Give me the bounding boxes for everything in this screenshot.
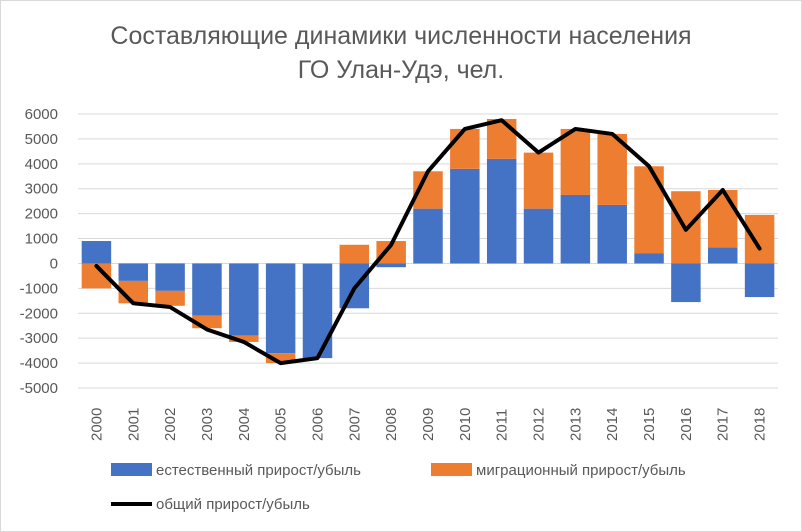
bar xyxy=(708,247,738,264)
y-tick-label: 1000 xyxy=(25,231,58,248)
bar xyxy=(744,214,775,264)
legend-label: естественный прирост/убыль xyxy=(156,462,361,479)
x-tick-label: 2015 xyxy=(641,408,658,441)
bar xyxy=(155,263,185,291)
y-tick-label: -4000 xyxy=(20,355,58,372)
x-tick-label: 2008 xyxy=(383,408,400,441)
x-tick-label: 2004 xyxy=(236,408,253,441)
x-tick-label: 2018 xyxy=(752,408,769,441)
bar xyxy=(376,263,406,268)
bar xyxy=(523,208,554,264)
bar xyxy=(302,263,333,359)
y-tick-label: 0 xyxy=(50,255,58,272)
y-tick-label: 4000 xyxy=(25,156,58,173)
y-tick-label: -2000 xyxy=(20,305,58,322)
bar xyxy=(634,166,664,254)
bar xyxy=(229,263,259,336)
bar xyxy=(597,204,627,264)
bar xyxy=(229,335,259,342)
bar xyxy=(744,263,775,298)
bar xyxy=(523,152,554,209)
bar xyxy=(376,241,406,264)
x-tick-label: 2000 xyxy=(88,408,105,441)
x-tick-label: 2001 xyxy=(125,408,142,441)
bar xyxy=(486,158,517,264)
x-tick-label: 2006 xyxy=(309,408,326,441)
bar xyxy=(118,263,148,281)
y-tick-label: -5000 xyxy=(20,380,58,397)
x-tick-label: 2011 xyxy=(494,409,511,441)
y-tick-label: 3000 xyxy=(25,181,58,198)
chart-title: Составляющие динамики численности населе… xyxy=(1,19,801,87)
x-tick-label: 2009 xyxy=(420,408,437,441)
bar xyxy=(413,208,443,264)
legend-label: миграционный прирост/убыль xyxy=(476,462,686,479)
y-tick-label: 6000 xyxy=(25,106,58,123)
y-tick-label: 5000 xyxy=(25,131,58,148)
y-tick-label: -3000 xyxy=(20,330,58,347)
x-tick-label: 2014 xyxy=(604,408,621,441)
x-tick-label: 2007 xyxy=(346,408,363,441)
bar xyxy=(597,133,627,205)
bar xyxy=(265,353,296,364)
legend-label: общий прирост/убыль xyxy=(156,496,310,513)
x-tick-label: 2010 xyxy=(457,408,474,441)
chart-title-line1: Составляющие динамики численности населе… xyxy=(110,22,692,50)
legend-swatch xyxy=(431,463,472,476)
bar xyxy=(560,194,591,264)
y-tick-label: -1000 xyxy=(20,280,58,297)
legend-swatch xyxy=(111,463,152,476)
bar xyxy=(339,244,370,264)
x-tick-label: 2012 xyxy=(531,408,548,441)
bar xyxy=(302,263,333,264)
x-tick-label: 2013 xyxy=(567,408,584,441)
x-tick-label: 2005 xyxy=(273,408,290,441)
bar xyxy=(486,118,517,159)
y-tick-label: 2000 xyxy=(25,206,58,223)
bar xyxy=(560,128,591,195)
bar xyxy=(450,128,480,169)
x-tick-label: 2017 xyxy=(715,408,732,441)
x-tick-label: 2002 xyxy=(162,408,179,441)
bar xyxy=(265,263,296,354)
x-tick-label: 2016 xyxy=(678,408,695,441)
bar xyxy=(671,263,701,303)
bar xyxy=(634,253,664,264)
bar xyxy=(192,263,222,316)
bar xyxy=(81,241,112,264)
bar xyxy=(450,168,480,264)
chart-title-line2: ГО Улан-Удэ, чел. xyxy=(297,56,505,84)
total-line xyxy=(94,118,762,366)
x-tick-label: 2003 xyxy=(199,408,216,441)
bar xyxy=(155,290,185,306)
